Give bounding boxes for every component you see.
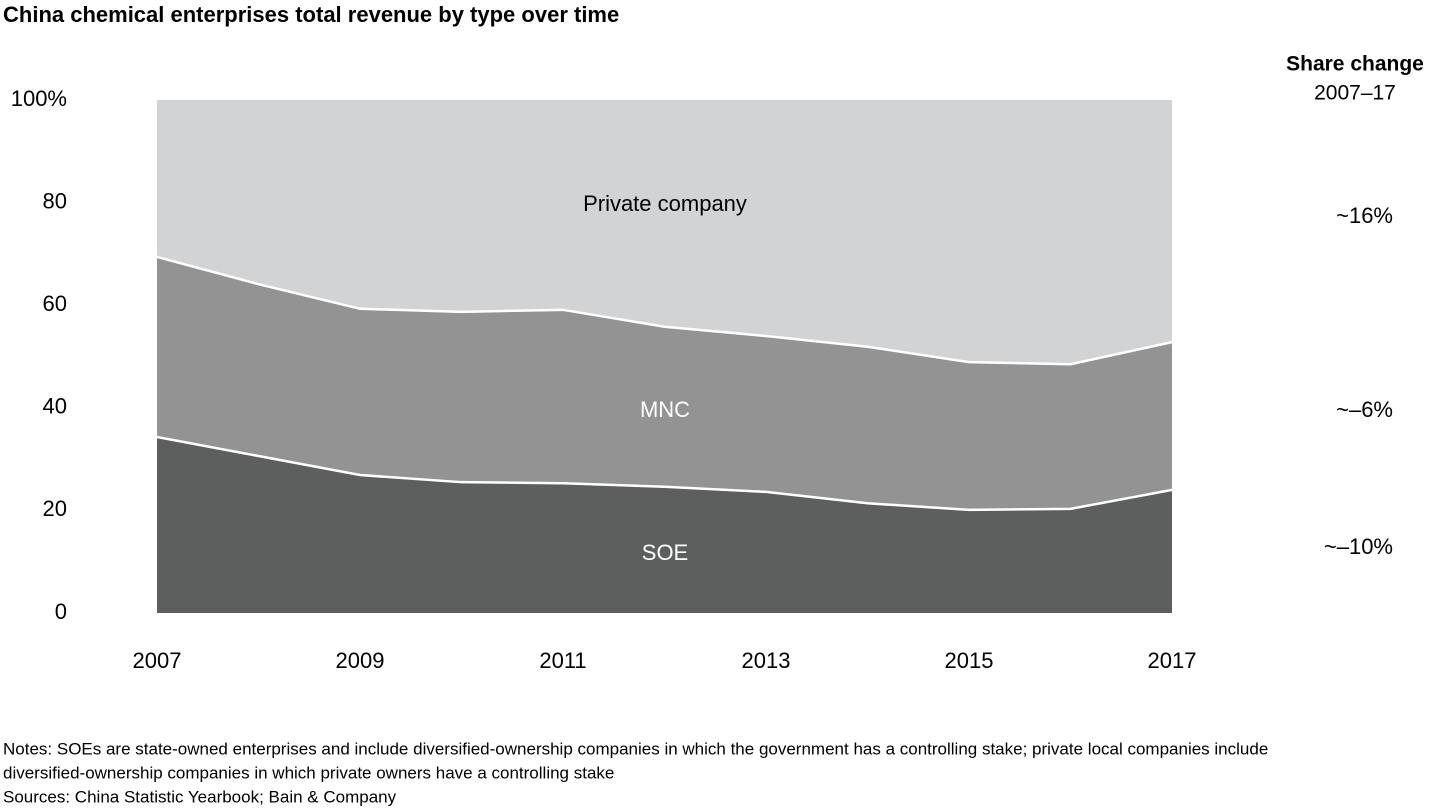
share-change-subtitle: 2007–17 xyxy=(1314,82,1396,105)
y-tick-label: 20 xyxy=(43,496,67,521)
area xyxy=(157,100,1172,365)
boundary-line xyxy=(156,255,1173,366)
y-tick-label: 100% xyxy=(11,86,67,111)
y-tick-label: 60 xyxy=(43,291,67,316)
note: Notes: SOEs are state-owned enterprises … xyxy=(3,739,1268,758)
share-change-label: ~–6% xyxy=(1336,397,1393,422)
sources: Sources: China Statistic Yearbook; Bain … xyxy=(3,787,397,806)
share-change-title: Share change xyxy=(1286,53,1424,76)
area xyxy=(157,437,1172,613)
y-tick-label: 40 xyxy=(43,394,67,419)
x-tick-label: 2015 xyxy=(945,648,994,673)
series-label: MNC xyxy=(640,397,690,422)
y-tick-label: 0 xyxy=(55,599,67,624)
boundary-line xyxy=(156,435,1173,512)
chart-title: China chemical enterprises total revenue… xyxy=(3,2,619,27)
x-tick-label: 2017 xyxy=(1148,648,1197,673)
share-change-label: ~–10% xyxy=(1324,534,1393,559)
x-tick-label: 2013 xyxy=(742,648,791,673)
series-label: SOE xyxy=(642,540,688,565)
series-label: Private company xyxy=(583,191,747,216)
x-tick-label: 2011 xyxy=(539,648,586,673)
note: diversified-ownership companies in which… xyxy=(3,763,614,782)
area xyxy=(157,256,1172,510)
x-tick-label: 2009 xyxy=(336,648,385,673)
x-tick-label: 2007 xyxy=(133,648,182,673)
share-change-label: ~16% xyxy=(1336,203,1393,228)
y-tick-label: 80 xyxy=(43,188,67,213)
